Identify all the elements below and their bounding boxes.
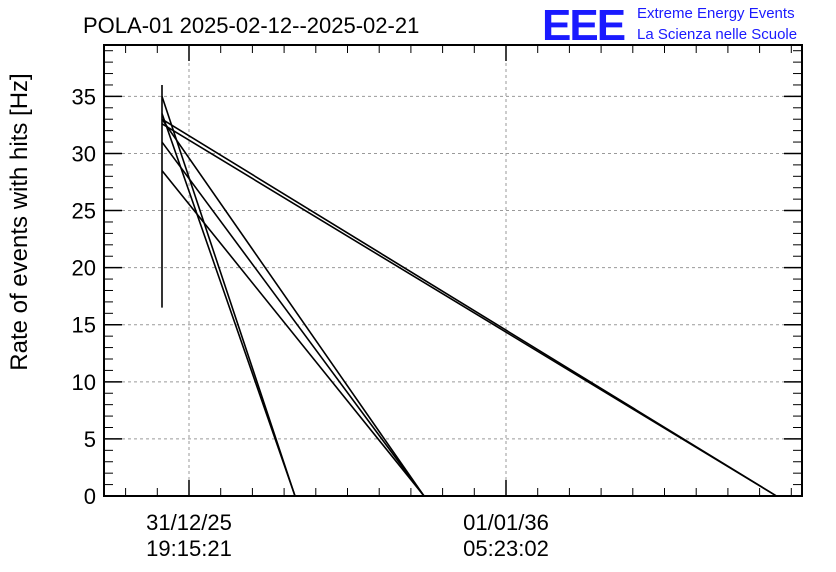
x-tick-label-time: 19:15:21 bbox=[146, 536, 232, 561]
x-tick-label-time: 05:23:02 bbox=[463, 536, 549, 561]
logo-line-2: La Scienza nelle Scuole bbox=[637, 26, 797, 43]
y-tick-label: 10 bbox=[72, 370, 96, 395]
y-tick-label: 30 bbox=[72, 141, 96, 166]
eee-logo: EEE Extreme Energy Events La Scienza nel… bbox=[542, 1, 797, 50]
grid bbox=[104, 45, 802, 496]
chart-title: POLA-01 2025-02-12--2025-02-21 bbox=[83, 13, 419, 38]
logo-mark: EEE bbox=[542, 1, 625, 50]
series-line-segment bbox=[162, 119, 424, 496]
series-line-segment bbox=[162, 171, 424, 496]
series bbox=[162, 85, 776, 496]
series-line-segment bbox=[162, 96, 295, 496]
y-axis-title: Rate of events with hits [Hz] bbox=[6, 73, 33, 370]
series-line-segment bbox=[162, 124, 776, 496]
logo-line-1: Extreme Energy Events bbox=[637, 5, 795, 22]
y-tick-label: 15 bbox=[72, 313, 96, 338]
series-line-segment bbox=[162, 114, 295, 496]
plot-frame bbox=[104, 45, 802, 496]
x-tick-label-date: 31/12/25 bbox=[146, 510, 232, 535]
y-tick-label: 35 bbox=[72, 84, 96, 109]
y-tick-label: 5 bbox=[84, 427, 96, 452]
y-tick-label: 20 bbox=[72, 256, 96, 281]
x-tick-label-date: 01/01/36 bbox=[463, 510, 549, 535]
y-tick-label: 0 bbox=[84, 484, 96, 509]
series-line-segment bbox=[162, 142, 424, 496]
y-tick-label: 25 bbox=[72, 199, 96, 224]
axes bbox=[104, 45, 802, 496]
